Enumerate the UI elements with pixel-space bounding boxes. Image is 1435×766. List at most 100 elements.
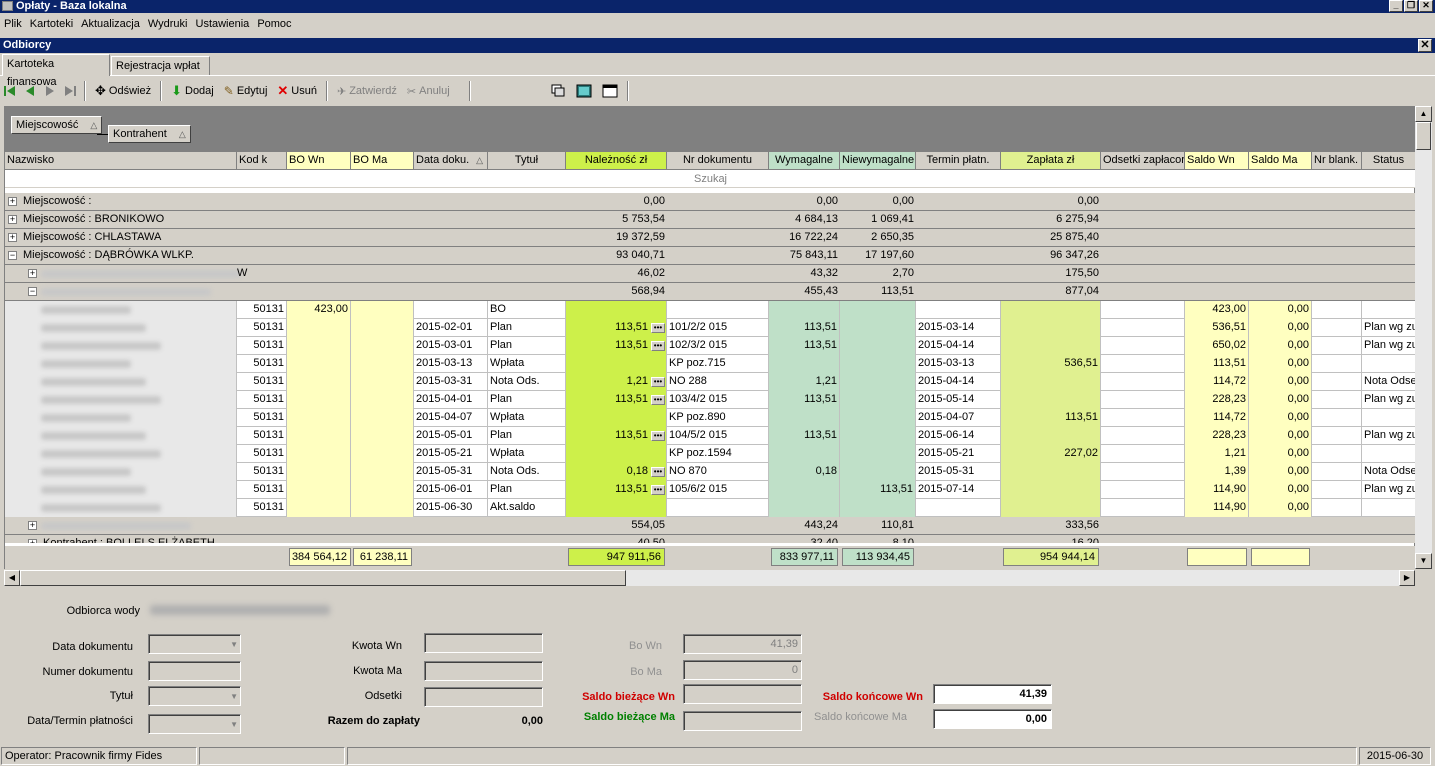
col-nazwisko[interactable]: Nazwisko: [5, 152, 237, 170]
expand-icon[interactable]: +: [8, 214, 17, 224]
edit-button[interactable]: ✎ Edytuj: [219, 80, 273, 102]
group-row[interactable]: + Miejscowość : BRONIKOWO 5 753,54 4 684,13…: [5, 211, 1416, 229]
table-row[interactable]: 50131 423,00 BO 423,00 0,00: [5, 301, 1416, 319]
col-data-doku[interactable]: Data doku. △: [414, 152, 488, 170]
col-naleznosc[interactable]: Należność zł: [566, 152, 667, 170]
data-dokumentu-input[interactable]: ▼: [148, 634, 241, 654]
menu-plik[interactable]: Plik: [4, 18, 22, 30]
saldo-biezace-ma-input[interactable]: [683, 711, 802, 731]
table-row[interactable]: 50131 2015-06-30 Akt.saldo 114,90 0,00: [5, 499, 1416, 517]
ellipsis-button[interactable]: •••: [651, 467, 665, 477]
table-row[interactable]: 50131 2015-02-01 Plan 113,51 ••• 101/2/2 015 1…: [5, 319, 1416, 337]
kwota-wn-input[interactable]: [424, 633, 543, 653]
horizontal-scroll-thumb[interactable]: [20, 570, 626, 586]
col-nr-dokumentu[interactable]: Nr dokumentu: [667, 152, 769, 170]
expand-icon[interactable]: +: [28, 268, 37, 278]
saldo-koncowe-ma-input[interactable]: 0,00: [933, 709, 1052, 729]
group-row[interactable]: + Miejscowość : 0,00 0,00 0,00 0,00: [5, 193, 1416, 211]
group-row[interactable]: − 568,94 455,43 113,51 877,04: [5, 283, 1416, 301]
data-termin-input[interactable]: ▼: [148, 714, 241, 734]
col-nr-blank[interactable]: Nr blank.: [1312, 152, 1362, 170]
ellipsis-button[interactable]: •••: [651, 323, 665, 333]
tab-kartoteka-finansowa[interactable]: Kartoteka finansowa: [2, 54, 110, 88]
table-row[interactable]: 50131 2015-05-01 Plan 113,51 ••• 104/5/2 015 1…: [5, 427, 1416, 445]
col-saldo-ma[interactable]: Saldo Ma: [1249, 152, 1312, 170]
minimize-button[interactable]: _: [1389, 0, 1403, 12]
table-row[interactable]: 50131 2015-05-21 Wpłata KP poz.1594 2015-05-…: [5, 445, 1416, 463]
odsetki-input[interactable]: [424, 687, 543, 707]
scroll-up-icon[interactable]: ▲: [1415, 106, 1432, 122]
add-button[interactable]: ⬇ Dodaj: [166, 80, 219, 102]
table-row[interactable]: 50131 2015-04-01 Plan 113,51 ••• 103/4/2 015 1…: [5, 391, 1416, 409]
col-niewymagalne[interactable]: Niewymagalne: [840, 152, 916, 170]
group-row[interactable]: + Kontrahent : BOLLELS ELŻABETH 40,50 32,40…: [5, 535, 1416, 543]
close-window-button[interactable]: ✕: [1419, 0, 1433, 12]
scroll-left-icon[interactable]: ◀: [4, 570, 20, 586]
col-bo-wn[interactable]: BO Wn: [287, 152, 351, 170]
next-record-icon[interactable]: [43, 84, 57, 98]
cancel-button[interactable]: ✂ Anuluj: [402, 80, 455, 102]
expand-icon[interactable]: +: [8, 196, 17, 206]
tytul-select[interactable]: ▼: [148, 686, 241, 706]
col-termin[interactable]: Termin płatn.: [916, 152, 1001, 170]
bo-ma-input[interactable]: 0: [683, 660, 802, 680]
vertical-scroll-thumb[interactable]: [1416, 122, 1431, 150]
table-row[interactable]: 50131 2015-05-31 Nota Ods. 0,18 ••• NO 870 0,1…: [5, 463, 1416, 481]
table-row[interactable]: 50131 2015-03-01 Plan 113,51 ••• 102/3/2 015 1…: [5, 337, 1416, 355]
grid-view-icon[interactable]: [571, 80, 597, 102]
expand-icon[interactable]: +: [28, 539, 37, 543]
col-zaplata[interactable]: Zapłata zł: [1001, 152, 1101, 170]
ellipsis-button[interactable]: •••: [651, 341, 665, 351]
first-record-icon[interactable]: [3, 84, 17, 98]
expand-icon[interactable]: +: [8, 232, 17, 242]
scroll-right-icon[interactable]: ▶: [1399, 570, 1415, 586]
col-status[interactable]: Status: [1362, 152, 1416, 170]
last-record-icon[interactable]: [63, 84, 77, 98]
ellipsis-button[interactable]: •••: [651, 377, 665, 387]
col-tytul[interactable]: Tytuł: [488, 152, 566, 170]
group-chip-kontrahent[interactable]: Kontrahent △: [108, 125, 191, 143]
menu-wydruki[interactable]: Wydruki: [147, 18, 188, 30]
col-wymagalne[interactable]: Wymagalne: [769, 152, 840, 170]
col-bo-ma[interactable]: BO Ma: [351, 152, 414, 170]
group-row[interactable]: +554,05 443,24 110,81 333,56: [5, 517, 1416, 535]
numer-dokumentu-input[interactable]: [148, 661, 241, 681]
window-view-icon[interactable]: [597, 80, 623, 102]
table-row[interactable]: 50131 2015-03-13 Wpłata KP poz.715 2015-03-1…: [5, 355, 1416, 373]
bo-wn-input[interactable]: 41,39: [683, 634, 802, 654]
expand-icon[interactable]: +: [28, 520, 37, 530]
group-row[interactable]: − Miejscowość : DĄBRÓWKA WLKP. 93 040,71 75…: [5, 247, 1416, 265]
collapse-icon[interactable]: −: [28, 286, 37, 296]
scroll-down-icon[interactable]: ▼: [1415, 553, 1432, 569]
saldo-koncowe-wn-input[interactable]: 41,39: [933, 684, 1052, 704]
print-icon[interactable]: [545, 80, 571, 102]
ellipsis-button[interactable]: •••: [651, 431, 665, 441]
group-chip-miejscowosc[interactable]: Miejscowość △: [11, 116, 103, 134]
ellipsis-button[interactable]: •••: [651, 395, 665, 405]
collapse-icon[interactable]: −: [8, 250, 17, 260]
menu-pomoc[interactable]: Pomoc: [257, 18, 292, 30]
menu-kartoteki[interactable]: Kartoteki: [29, 18, 74, 30]
col-odsetki[interactable]: Odsetki zapłacor: [1101, 152, 1185, 170]
group-row[interactable]: +46,02 43,32 2,70 175,50 W: [5, 265, 1416, 283]
restore-button[interactable]: ❐: [1404, 0, 1418, 12]
group-row[interactable]: + Miejscowość : CHLASTAWA 19 372,59 16 722,…: [5, 229, 1416, 247]
table-row[interactable]: 50131 2015-06-01 Plan 113,51 ••• 105/6/2 015 1…: [5, 481, 1416, 499]
horizontal-scrollbar[interactable]: ◀ ▶: [4, 570, 1415, 586]
approve-button[interactable]: ✈ Zatwierdź: [332, 80, 402, 102]
ellipsis-button[interactable]: •••: [651, 485, 665, 495]
table-row[interactable]: 50131 2015-03-31 Nota Ods. 1,21 ••• NO 288 1,2…: [5, 373, 1416, 391]
saldo-biezace-wn-input[interactable]: [683, 684, 802, 704]
col-kod[interactable]: Kod k: [237, 152, 287, 170]
vertical-scrollbar[interactable]: ▲ ▼: [1415, 106, 1432, 569]
table-row[interactable]: 50131 2015-04-07 Wpłata KP poz.890 2015-04-0…: [5, 409, 1416, 427]
col-saldo-wn[interactable]: Saldo Wn: [1185, 152, 1249, 170]
prev-record-icon[interactable]: [23, 84, 37, 98]
menu-ustawienia[interactable]: Ustawienia: [195, 18, 250, 30]
kwota-ma-input[interactable]: [424, 661, 543, 681]
delete-button[interactable]: ✕ Usuń: [272, 80, 322, 102]
close-subwindow-button[interactable]: ✕: [1418, 39, 1432, 52]
tab-rejestracja-wplat[interactable]: Rejestracja wpłat: [111, 56, 210, 76]
refresh-button[interactable]: ✥ Odśwież: [90, 80, 156, 102]
search-row[interactable]: Szukaj: [5, 170, 1416, 188]
